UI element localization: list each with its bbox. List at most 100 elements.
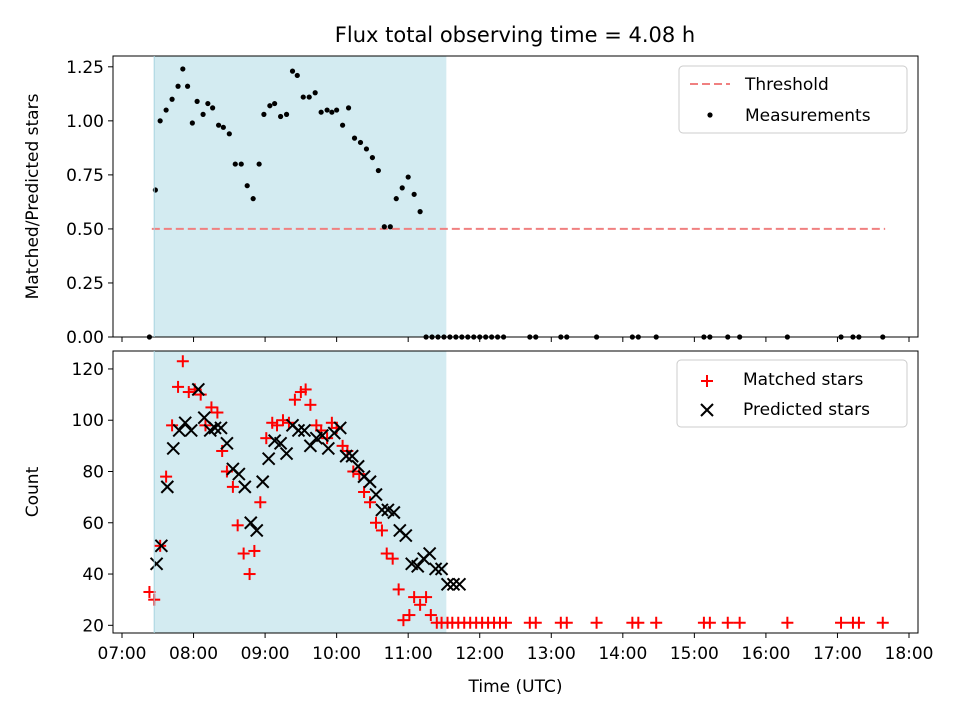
- bottom-x-ticks: 07:00 08:00 09:00 10:00 11:00 12:00 13:00 14:00…: [98, 633, 934, 664]
- measurement-point: [180, 66, 186, 72]
- predicted-star-point: [387, 505, 401, 520]
- x-tick-label: 10:00: [312, 644, 361, 664]
- predicted-star-point: [428, 562, 443, 576]
- matched-star-point: [386, 552, 399, 565]
- measurement-point: [363, 146, 370, 152]
- predicted-star-point: [220, 436, 234, 450]
- top-y-ticks: 0.00 0.25 0.50 0.75 1.00 1.25: [66, 58, 113, 348]
- matched-star-point: [166, 419, 179, 432]
- y-tick-label: 0.75: [66, 166, 104, 186]
- matched-star-point: [375, 524, 388, 537]
- predicted-star-point: [238, 480, 252, 494]
- bottom-panel: 20 40 60 80 100 120 07:00 08:00 09:00 10:00 11:00…: [23, 350, 934, 697]
- legend-predicted-swatch: [700, 403, 714, 417]
- predicted-star-point: [351, 459, 365, 474]
- y-tick-label: 80: [82, 462, 104, 482]
- measurement-point: [417, 209, 423, 215]
- measurement-point: [405, 174, 411, 180]
- y-tick-label: 1.00: [66, 112, 104, 132]
- predicted-star-point: [375, 503, 389, 517]
- legend-measurements-swatch: [707, 112, 713, 118]
- predicted-star-point: [273, 436, 288, 450]
- y-tick-label: 100: [72, 411, 104, 431]
- measurement-point: [152, 187, 158, 193]
- top-shaded-region: [154, 56, 447, 337]
- predicted-star-point: [184, 423, 198, 438]
- predicted-star-point: [261, 451, 276, 466]
- matched-star-point: [781, 616, 794, 629]
- measurement-point: [184, 83, 191, 89]
- x-tick-label: 07:00: [98, 644, 147, 664]
- bottom-y-axis-label: Count: [23, 466, 43, 517]
- measurement-point: [351, 135, 358, 141]
- top-legend-box: [678, 65, 908, 134]
- top-axes-frame: [112, 55, 919, 338]
- measurement-point: [261, 111, 267, 117]
- matched-star-point: [529, 616, 542, 629]
- x-tick-label: 17:00: [813, 644, 862, 664]
- x-tick-label: 13:00: [527, 644, 576, 664]
- legend-matched-swatch: [701, 375, 713, 387]
- predicted-star-point: [452, 577, 467, 591]
- x-tick-label: 08:00: [169, 644, 218, 664]
- matched-star-point: [733, 616, 746, 629]
- matched-star-point: [205, 401, 218, 414]
- x-tick-label: 16:00: [741, 644, 790, 664]
- predicted-star-point: [297, 423, 312, 438]
- bottom-legend-box: [676, 359, 908, 428]
- matched-star-point: [408, 591, 421, 604]
- matched-star-point: [143, 585, 156, 598]
- predicted-star-point: [172, 423, 186, 438]
- x-tick-label: 11:00: [384, 644, 433, 664]
- matched-star-point: [380, 547, 393, 560]
- x-tick-label: 09:00: [241, 644, 290, 664]
- matched-star-point: [392, 583, 405, 596]
- matched-star-point: [243, 568, 256, 581]
- y-tick-label: 1.25: [66, 58, 104, 78]
- predicted-star-point: [363, 475, 377, 489]
- predicted-star-point: [154, 539, 169, 553]
- matched-star-point: [172, 380, 185, 393]
- measurement-point: [329, 109, 335, 115]
- predicted-star-point: [191, 382, 206, 397]
- matched-star-point: [852, 616, 865, 629]
- predicted-star-point: [315, 428, 330, 443]
- top-x-ticks: [121, 337, 910, 342]
- matched-star-point: [358, 486, 371, 498]
- matched-star-point: [211, 406, 224, 419]
- y-tick-label: 20: [82, 616, 104, 636]
- measurement-point: [277, 113, 284, 120]
- measurement-point: [324, 107, 330, 113]
- top-legend: Threshold Measurements: [678, 65, 908, 134]
- y-tick-label: 0.00: [66, 328, 104, 348]
- measurement-point: [369, 154, 376, 161]
- y-tick-label: 40: [82, 565, 104, 585]
- measurement-point: [169, 96, 175, 102]
- matched-star-point: [321, 432, 334, 445]
- legend-predicted-label: Predicted stars: [743, 400, 870, 420]
- predicted-star-point: [279, 446, 294, 461]
- measurement-point: [300, 94, 306, 100]
- measurement-point: [312, 90, 318, 96]
- predicted-star-point: [339, 449, 353, 463]
- measurement-point: [210, 105, 216, 111]
- predicted-star-point: [434, 562, 449, 576]
- matched-star-point: [369, 516, 382, 529]
- measurement-point: [357, 139, 364, 146]
- matched-star-point: [414, 598, 427, 611]
- matched-star-point: [424, 609, 437, 622]
- measurement-point: [289, 68, 296, 74]
- measurement-point: [244, 183, 250, 189]
- predicted-star-point: [214, 421, 228, 435]
- predicted-star-point: [333, 421, 347, 435]
- predicted-star-point: [250, 523, 264, 538]
- predicted-star-point: [197, 410, 211, 425]
- predicted-star-point: [321, 441, 335, 456]
- predicted-star-point: [446, 577, 461, 591]
- matched-star-point: [254, 496, 267, 509]
- matched-star-point: [299, 383, 312, 396]
- measurement-point: [163, 107, 169, 113]
- measurement-point: [157, 118, 163, 124]
- measurement-point: [200, 111, 206, 117]
- predicted-star-point: [399, 528, 413, 543]
